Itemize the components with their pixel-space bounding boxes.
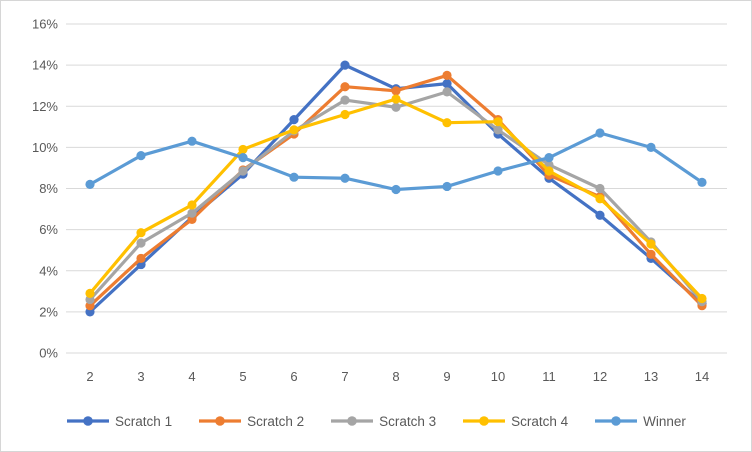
data-point-scratch-1 bbox=[289, 115, 299, 125]
x-axis-tick-label: 6 bbox=[290, 369, 297, 384]
data-point-scratch-3 bbox=[136, 238, 146, 248]
data-point-winner bbox=[697, 177, 707, 187]
legend-marker-icon bbox=[331, 416, 374, 426]
data-point-winner bbox=[187, 136, 197, 146]
data-point-scratch-4 bbox=[646, 239, 656, 249]
legend-label: Scratch 3 bbox=[379, 413, 437, 429]
data-point-winner bbox=[595, 128, 605, 138]
y-axis-tick-label: 12% bbox=[32, 99, 58, 114]
data-point-winner bbox=[646, 142, 656, 152]
data-point-scratch-4 bbox=[544, 166, 554, 176]
data-point-scratch-3 bbox=[595, 183, 605, 194]
data-point-scratch-2 bbox=[391, 86, 401, 96]
y-axis-tick-label: 4% bbox=[39, 263, 58, 278]
data-point-scratch-2 bbox=[340, 82, 350, 92]
y-axis-tick-label: 10% bbox=[32, 140, 58, 155]
data-point-scratch-3 bbox=[391, 102, 401, 112]
data-point-scratch-3 bbox=[187, 208, 197, 218]
data-point-winner bbox=[340, 173, 350, 183]
data-point-winner bbox=[136, 151, 146, 161]
x-axis-tick-label: 14 bbox=[695, 369, 709, 384]
legend-label: Scratch 4 bbox=[511, 413, 569, 429]
data-point-scratch-4 bbox=[85, 288, 95, 298]
data-point-scratch-4 bbox=[187, 200, 197, 210]
data-point-scratch-4 bbox=[595, 194, 605, 204]
x-axis-tick-label: 9 bbox=[443, 369, 450, 384]
legend-item-scratch-4: Scratch 4 bbox=[462, 414, 568, 429]
data-point-scratch-4 bbox=[442, 118, 452, 128]
legend-item-scratch-2: Scratch 2 bbox=[198, 414, 304, 429]
legend-marker-icon bbox=[595, 416, 638, 426]
data-point-scratch-1 bbox=[340, 60, 350, 70]
data-point-scratch-4 bbox=[697, 293, 707, 304]
data-point-scratch-1 bbox=[442, 79, 452, 89]
data-point-scratch-3 bbox=[238, 166, 248, 176]
x-axis-tick-label: 4 bbox=[188, 369, 195, 384]
data-point-winner bbox=[391, 184, 401, 195]
y-axis-tick-label: 2% bbox=[39, 304, 58, 319]
series-line-winner bbox=[88, 131, 704, 192]
data-point-scratch-2 bbox=[136, 253, 146, 264]
data-point-scratch-4 bbox=[136, 228, 146, 238]
y-axis-tick-label: 16% bbox=[32, 17, 58, 32]
data-point-scratch-4 bbox=[289, 125, 299, 135]
legend-item-scratch-3: Scratch 3 bbox=[330, 414, 436, 429]
data-point-scratch-4 bbox=[238, 144, 248, 155]
legend-marker-icon bbox=[463, 416, 506, 426]
series-line-scratch-3 bbox=[88, 90, 704, 304]
data-point-winner bbox=[544, 153, 554, 163]
legend-marker-icon bbox=[199, 416, 242, 426]
x-axis-tick-label: 12 bbox=[593, 369, 607, 384]
data-point-scratch-4 bbox=[493, 117, 503, 127]
legend-label: Scratch 2 bbox=[247, 413, 305, 429]
x-axis-tick-label: 11 bbox=[542, 369, 556, 384]
legend-item-winner: Winner bbox=[594, 414, 686, 429]
y-axis-tick-label: 14% bbox=[32, 58, 58, 73]
y-axis-tick-label: 0% bbox=[39, 346, 58, 361]
data-point-winner bbox=[238, 153, 248, 163]
data-point-scratch-2 bbox=[646, 249, 656, 259]
data-point-scratch-3 bbox=[442, 87, 452, 97]
data-point-winner bbox=[442, 181, 452, 192]
legend-label: Scratch 1 bbox=[115, 413, 173, 429]
data-point-scratch-3 bbox=[340, 95, 350, 105]
y-axis-tick-label: 6% bbox=[39, 222, 58, 237]
data-point-scratch-4 bbox=[340, 109, 350, 120]
data-point-scratch-4 bbox=[391, 94, 401, 104]
plot-area: 0% 2% 4% 6% 8% 10% 12% 14% 16% 2 3 4 5 6 7 8 9 10 11 12 13 14 bbox=[32, 17, 727, 384]
data-point-scratch-2 bbox=[442, 70, 452, 81]
x-axis-tick-label: 3 bbox=[137, 369, 144, 384]
x-axis-tick-label: 8 bbox=[392, 369, 399, 384]
y-axis-tick-label: 8% bbox=[39, 181, 58, 196]
x-axis-tick-label: 13 bbox=[644, 369, 658, 384]
legend-item-scratch-1: Scratch 1 bbox=[66, 414, 172, 429]
x-axis-tick-label: 2 bbox=[86, 369, 93, 384]
data-point-winner bbox=[493, 166, 503, 176]
data-point-scratch-1 bbox=[595, 210, 605, 220]
x-axis-tick-label: 5 bbox=[239, 369, 246, 384]
data-point-winner bbox=[289, 172, 299, 182]
data-point-winner bbox=[85, 179, 95, 189]
chart-legend: Scratch 1 Scratch 2 Scratch 3 Scratch 4 Winn… bbox=[1, 397, 751, 445]
x-axis-tick-label: 10 bbox=[491, 369, 505, 384]
x-axis-tick-label: 7 bbox=[341, 369, 348, 384]
legend-marker-icon bbox=[67, 416, 110, 426]
legend-label: Winner bbox=[643, 413, 686, 429]
data-point-scratch-3 bbox=[493, 125, 503, 135]
